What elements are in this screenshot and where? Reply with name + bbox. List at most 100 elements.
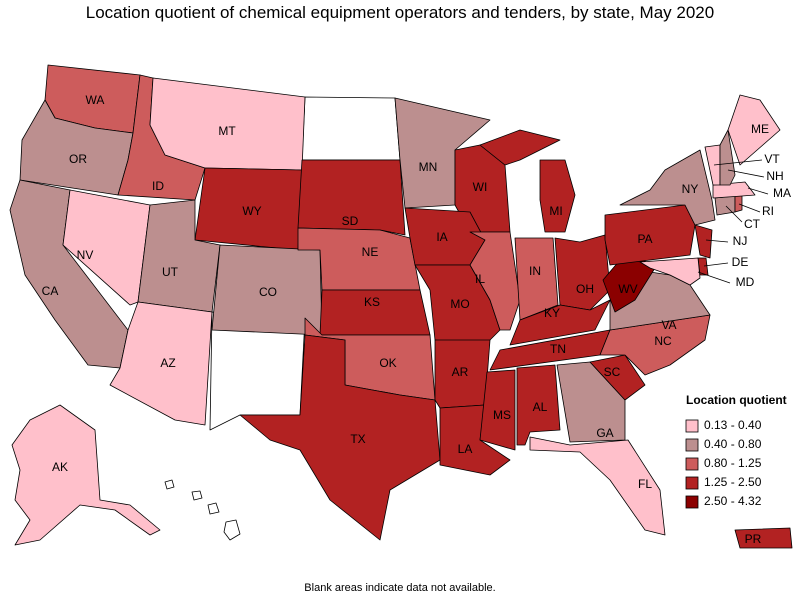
state-shape	[589, 354, 646, 401]
state-shape	[554, 234, 611, 311]
state-label: CA	[42, 284, 59, 298]
state-label: VT	[764, 152, 780, 166]
state-label: OR	[69, 152, 87, 166]
no-data-areas	[164, 96, 401, 541]
state-label: NY	[682, 182, 699, 196]
hi-island	[223, 519, 241, 541]
hi-island	[164, 479, 175, 490]
state-shape	[712, 181, 756, 199]
state-label: NV	[77, 248, 94, 262]
state-label: MA	[773, 186, 791, 200]
legend-swatch	[685, 457, 699, 471]
legend-swatch	[685, 438, 699, 452]
state-shape	[619, 149, 716, 226]
state-shape	[734, 195, 743, 213]
state-label: MT	[218, 124, 236, 138]
state-label: OH	[576, 282, 594, 296]
state-label: IN	[529, 264, 541, 278]
state-shape	[239, 334, 441, 541]
state-label: WA	[86, 93, 105, 107]
state-label: ID	[152, 179, 164, 193]
state-label: WY	[242, 204, 261, 218]
hi-island	[191, 490, 203, 501]
state-label: UT	[162, 265, 179, 279]
state-label: ME	[751, 122, 769, 136]
label-leaders	[697, 159, 769, 284]
state-label: OK	[379, 356, 396, 370]
state-label: PR	[745, 532, 762, 546]
state-label: PA	[637, 232, 652, 246]
legend-title: Location quotient	[686, 393, 787, 407]
state-label: NJ	[733, 234, 748, 248]
leader-line	[703, 262, 729, 267]
state-label: VA	[661, 318, 676, 332]
state-label: NE	[362, 245, 379, 259]
state-label: NC	[654, 334, 672, 348]
state-shape	[469, 231, 521, 331]
state-label: WV	[618, 282, 637, 296]
state-shape	[11, 404, 161, 546]
state-nd	[301, 96, 401, 161]
state-label: DE	[732, 255, 749, 269]
state-label: MS	[493, 408, 511, 422]
state-label: MI	[549, 204, 562, 218]
legend-swatch	[685, 419, 699, 433]
state-label: MO	[450, 297, 469, 311]
state-label: WI	[473, 180, 488, 194]
state-label: SC	[604, 365, 621, 379]
state-shape	[639, 257, 701, 286]
legend-label: 0.80 - 1.25	[704, 456, 762, 470]
state-label: AL	[533, 400, 548, 414]
legend-label: 0.40 - 0.80	[704, 437, 762, 451]
legend-label: 2.50 - 4.32	[704, 494, 762, 508]
leader-line	[727, 169, 765, 178]
state-label: AR	[452, 365, 469, 379]
title: Location quotient of chemical equipment …	[86, 3, 714, 22]
state-label: IA	[436, 230, 447, 244]
state-label: RI	[762, 204, 774, 218]
legend-label: 1.25 - 2.50	[704, 475, 762, 489]
footnote: Blank areas indicate data not available.	[304, 582, 495, 594]
state-label: MD	[736, 275, 755, 289]
leader-line	[705, 239, 729, 243]
hi-island	[207, 502, 220, 515]
state-label: MN	[419, 160, 438, 174]
leader-line	[747, 187, 769, 195]
state-label: TN	[550, 342, 566, 356]
state-shape	[479, 129, 561, 166]
state-shape	[694, 224, 713, 259]
state-shape	[719, 129, 736, 186]
state-shape	[109, 301, 213, 426]
leader-line	[738, 203, 761, 213]
state-shape	[734, 527, 793, 549]
state-shape	[62, 189, 151, 306]
state-label: FL	[638, 477, 652, 491]
state-shape	[479, 369, 516, 451]
state-label: LA	[458, 442, 473, 456]
state-label: SD	[342, 214, 359, 228]
state-label: CT	[744, 217, 761, 231]
state-label: AZ	[160, 356, 175, 370]
leader-line	[713, 159, 763, 166]
state-shape	[539, 159, 576, 233]
legend-swatch	[685, 476, 699, 490]
state-shape	[516, 364, 561, 446]
state-label: KS	[364, 295, 380, 309]
legend-swatch	[685, 495, 699, 509]
state-label: CO	[259, 285, 277, 299]
state-label: KY	[544, 306, 560, 320]
state-shape	[297, 159, 406, 236]
leader-line	[697, 271, 731, 284]
state-shape	[529, 436, 666, 536]
state-label: IL	[475, 272, 485, 286]
leader-line	[725, 205, 743, 223]
state-label: NH	[766, 169, 783, 183]
state-label: TX	[350, 432, 365, 446]
state-shape	[727, 94, 781, 166]
state-label: GA	[596, 426, 613, 440]
state-label: AK	[52, 460, 68, 474]
legend-label: 0.13 - 0.40	[704, 418, 762, 432]
state-shape	[514, 237, 559, 321]
